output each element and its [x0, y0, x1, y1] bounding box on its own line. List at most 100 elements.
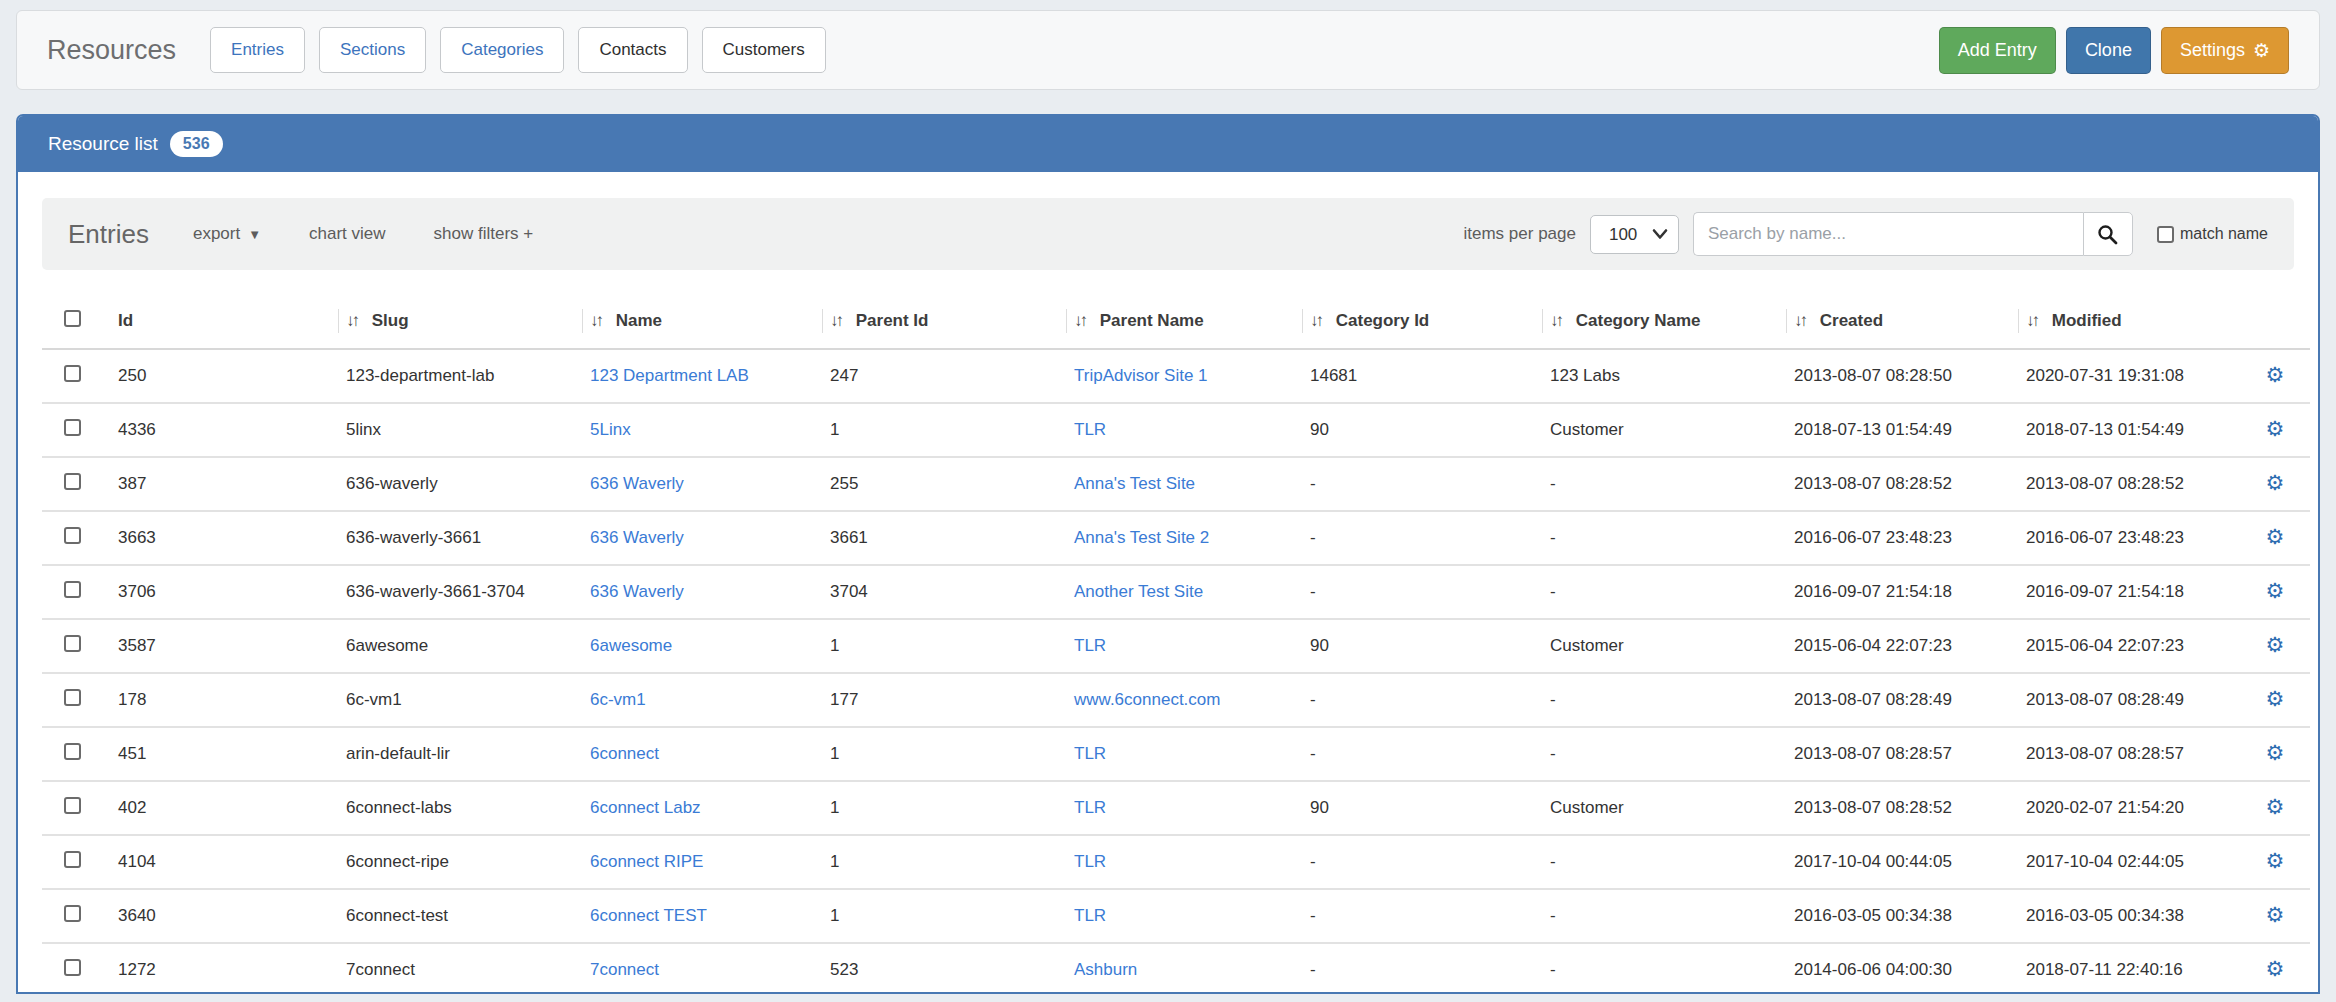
row-checkbox[interactable]: [64, 473, 81, 490]
export-menu[interactable]: export ▼: [193, 224, 261, 244]
table-row: 4336 5linx 5Linx 1 TLR 90 Customer 2018-…: [42, 403, 2310, 457]
sort-icon[interactable]: ↓↑: [1074, 311, 1085, 330]
cell-name: 7connect: [582, 943, 822, 994]
parent-name-link[interactable]: TripAdvisor Site 1: [1074, 366, 1208, 385]
sort-icon[interactable]: ↓↑: [1550, 311, 1561, 330]
chart-view-button[interactable]: chart view: [309, 224, 386, 244]
match-name-checkbox[interactable]: [2157, 226, 2174, 243]
table-row: 3640 6connect-test 6connect TEST 1 TLR -…: [42, 889, 2310, 943]
row-gear-icon[interactable]: ⚙: [2266, 903, 2285, 927]
cell-parent-name: TripAdvisor Site 1: [1066, 349, 1302, 403]
cell-parent-name: Another Test Site: [1066, 565, 1302, 619]
row-gear-icon[interactable]: ⚙: [2266, 417, 2285, 441]
nav-button-sections[interactable]: Sections: [319, 27, 426, 73]
column-header-name[interactable]: ↓↑ Name: [582, 294, 822, 349]
row-gear-icon[interactable]: ⚙: [2266, 579, 2285, 603]
settings-button[interactable]: Settings ⚙: [2161, 27, 2289, 74]
parent-name-link[interactable]: TLR: [1074, 636, 1106, 655]
row-checkbox[interactable]: [64, 797, 81, 814]
resource-name-link[interactable]: 123 Department LAB: [590, 366, 749, 385]
nav-button-entries[interactable]: Entries: [210, 27, 305, 73]
search-button[interactable]: [2083, 212, 2133, 256]
parent-name-link[interactable]: TLR: [1074, 420, 1106, 439]
row-checkbox[interactable]: [64, 959, 81, 976]
column-header-parent-id[interactable]: ↓↑ Parent Id: [822, 294, 1066, 349]
row-gear-icon[interactable]: ⚙: [2266, 471, 2285, 495]
select-all-checkbox[interactable]: [64, 310, 81, 327]
row-checkbox[interactable]: [64, 905, 81, 922]
row-gear-icon[interactable]: ⚙: [2266, 957, 2285, 981]
items-per-page-select[interactable]: 100: [1590, 215, 1679, 254]
sort-icon[interactable]: ↓↑: [830, 311, 841, 330]
resource-name-link[interactable]: 6awesome: [590, 636, 672, 655]
sort-icon[interactable]: ↓↑: [590, 311, 601, 330]
resource-name-link[interactable]: 636 Waverly: [590, 528, 684, 547]
resource-name-link[interactable]: 6connect Labz: [590, 798, 701, 817]
cell-actions: ⚙: [2244, 511, 2310, 565]
actions-column-header: [2244, 294, 2310, 349]
column-header-slug[interactable]: ↓↑ Slug: [338, 294, 582, 349]
parent-name-link[interactable]: Ashburn: [1074, 960, 1137, 979]
row-checkbox[interactable]: [64, 527, 81, 544]
resource-name-link[interactable]: 6connect TEST: [590, 906, 707, 925]
row-gear-icon[interactable]: ⚙: [2266, 633, 2285, 657]
column-header-created[interactable]: ↓↑ Created: [1786, 294, 2018, 349]
column-header-category-id[interactable]: ↓↑ Category Id: [1302, 294, 1542, 349]
resource-name-link[interactable]: 6connect: [590, 744, 659, 763]
row-checkbox[interactable]: [64, 851, 81, 868]
add-entry-button[interactable]: Add Entry: [1939, 27, 2056, 74]
sort-icon[interactable]: ↓↑: [2026, 311, 2037, 330]
row-checkbox[interactable]: [64, 365, 81, 382]
nav-button-customers[interactable]: Customers: [702, 27, 826, 73]
cell-created: 2016-03-05 00:34:38: [1786, 889, 2018, 943]
cell-parent-id: 1: [822, 781, 1066, 835]
resource-name-link[interactable]: 6c-vm1: [590, 690, 646, 709]
nav-button-contacts[interactable]: Contacts: [578, 27, 687, 73]
items-per-page-label: items per page: [1464, 224, 1576, 244]
sort-icon[interactable]: ↓↑: [346, 311, 357, 330]
cell-parent-name: TLR: [1066, 781, 1302, 835]
cell-slug: 5linx: [338, 403, 582, 457]
resource-name-link[interactable]: 636 Waverly: [590, 474, 684, 493]
row-checkbox[interactable]: [64, 419, 81, 436]
parent-name-link[interactable]: Anna's Test Site 2: [1074, 528, 1209, 547]
cell-slug: 6awesome: [338, 619, 582, 673]
cell-created: 2017-10-04 00:44:05: [1786, 835, 2018, 889]
row-checkbox[interactable]: [64, 581, 81, 598]
nav-button-categories[interactable]: Categories: [440, 27, 564, 73]
parent-name-link[interactable]: Another Test Site: [1074, 582, 1203, 601]
row-checkbox[interactable]: [64, 743, 81, 760]
cell-category-id: -: [1302, 889, 1542, 943]
row-gear-icon[interactable]: ⚙: [2266, 741, 2285, 765]
row-gear-icon[interactable]: ⚙: [2266, 687, 2285, 711]
column-header-category-name[interactable]: ↓↑ Category Name: [1542, 294, 1786, 349]
resource-name-link[interactable]: 7connect: [590, 960, 659, 979]
resource-name-link[interactable]: 636 Waverly: [590, 582, 684, 601]
row-checkbox[interactable]: [64, 689, 81, 706]
sort-icon[interactable]: ↓↑: [1310, 311, 1321, 330]
sort-icon[interactable]: ↓↑: [1794, 311, 1805, 330]
row-gear-icon[interactable]: ⚙: [2266, 525, 2285, 549]
parent-name-link[interactable]: TLR: [1074, 744, 1106, 763]
clone-button[interactable]: Clone: [2066, 27, 2151, 74]
row-gear-icon[interactable]: ⚙: [2266, 849, 2285, 873]
parent-name-link[interactable]: www.6connect.com: [1074, 690, 1220, 709]
parent-name-link[interactable]: Anna's Test Site: [1074, 474, 1195, 493]
row-checkbox-cell: [42, 673, 110, 727]
row-gear-icon[interactable]: ⚙: [2266, 795, 2285, 819]
parent-name-link[interactable]: TLR: [1074, 798, 1106, 817]
row-gear-icon[interactable]: ⚙: [2266, 363, 2285, 387]
table-row: 1272 7connect 7connect 523 Ashburn - - 2…: [42, 943, 2310, 994]
resource-name-link[interactable]: 5Linx: [590, 420, 631, 439]
parent-name-link[interactable]: TLR: [1074, 906, 1106, 925]
column-header-modified[interactable]: ↓↑ Modified: [2018, 294, 2244, 349]
show-filters-button[interactable]: show filters +: [434, 224, 534, 244]
resource-name-link[interactable]: 6connect RIPE: [590, 852, 703, 871]
cell-category-name: -: [1542, 673, 1786, 727]
column-header-parent-name[interactable]: ↓↑ Parent Name: [1066, 294, 1302, 349]
column-header-id[interactable]: Id: [110, 294, 338, 349]
table-row: 451 arin-default-lir 6connect 1 TLR - - …: [42, 727, 2310, 781]
row-checkbox[interactable]: [64, 635, 81, 652]
parent-name-link[interactable]: TLR: [1074, 852, 1106, 871]
search-input[interactable]: [1693, 212, 2083, 256]
